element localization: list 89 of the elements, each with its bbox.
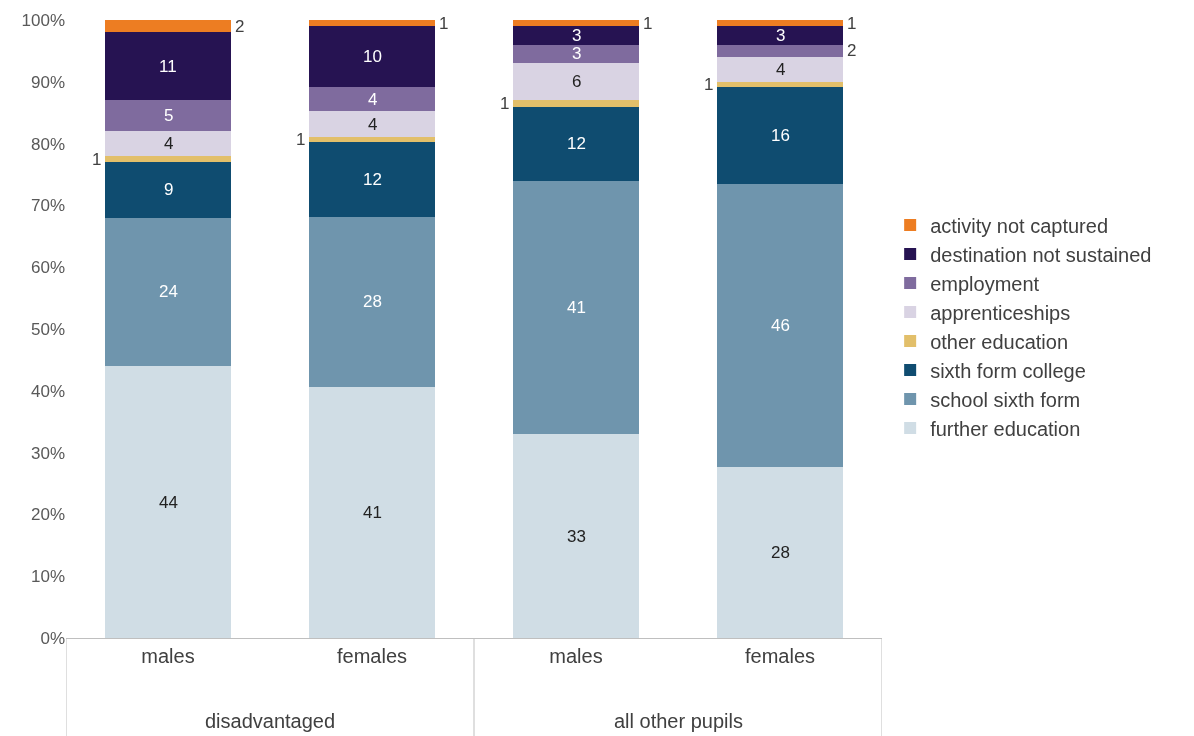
x-tick-label: males (141, 645, 195, 667)
data-label: 4 (164, 134, 174, 153)
data-label: 3 (572, 44, 582, 63)
legend-label: activity not captured (930, 214, 1109, 237)
data-label: 1 (500, 94, 510, 113)
data-label: 12 (567, 134, 586, 153)
x-tick-label: males (549, 645, 603, 667)
data-label: 4 (368, 90, 378, 109)
y-tick-label: 70% (30, 196, 65, 216)
bar (716, 467, 844, 638)
text: disadvantaged (205, 710, 336, 732)
bar (716, 20, 844, 27)
data-label: 41 (363, 503, 382, 522)
bar (104, 20, 232, 33)
y-tick-label: 50% (30, 319, 65, 339)
legend-label: further education (930, 417, 1081, 440)
bar (512, 106, 640, 181)
bar (716, 86, 844, 185)
y-tick-label: 10% (30, 567, 65, 587)
bar (716, 184, 844, 468)
bar (104, 131, 232, 156)
y-tick-label: 40% (30, 381, 65, 401)
data-label: 10 (363, 47, 382, 66)
data-label: 28 (771, 543, 790, 562)
x-tick-label: females (744, 645, 816, 667)
bar (716, 81, 844, 87)
y-tick-label: 80% (30, 134, 65, 154)
data-label: 6 (572, 72, 582, 91)
bar (104, 32, 232, 101)
bar (512, 100, 640, 107)
data-label: 1 (704, 75, 714, 94)
bar (308, 111, 436, 137)
data-label: 3 (572, 26, 582, 45)
y-tick-label: 60% (30, 258, 65, 278)
bar (308, 141, 436, 217)
bar (104, 217, 232, 367)
bar (308, 136, 436, 142)
bar (308, 216, 436, 388)
data-label: 1 (296, 130, 306, 149)
data-label: 4 (368, 115, 378, 134)
legend-label: sixth form college (930, 359, 1086, 382)
bar (308, 87, 436, 112)
legend-label: apprenticeships (930, 301, 1071, 324)
bar (512, 434, 640, 638)
bar (104, 366, 232, 638)
data-label: 11 (159, 57, 177, 76)
legend-label: other education (930, 330, 1069, 353)
data-label: 12 (363, 170, 382, 189)
data-label: 2 (847, 41, 857, 60)
data-label: 4 (776, 60, 786, 79)
text: all other pupils (614, 710, 743, 732)
data-label: 28 (363, 292, 382, 311)
data-label: 9 (164, 180, 174, 199)
bar (308, 387, 436, 638)
legend-label: employment (930, 272, 1040, 295)
bar (512, 180, 640, 435)
legend-label: destination not sustained (930, 243, 1152, 266)
y-tick-label: 90% (30, 72, 65, 92)
bar (512, 26, 640, 45)
y-tick-label: 20% (30, 505, 65, 525)
data-label: 1 (847, 14, 857, 33)
data-label: 33 (567, 527, 586, 546)
data-label: 1 (643, 14, 653, 33)
data-label: 2 (235, 17, 245, 36)
bar (308, 20, 436, 27)
data-label: 3 (776, 26, 786, 45)
bar (716, 26, 844, 45)
bar (512, 20, 640, 27)
bar (308, 26, 436, 88)
y-tick-label: 30% (30, 443, 65, 463)
data-label: 41 (567, 298, 586, 317)
data-label: 5 (164, 106, 174, 125)
bar (512, 44, 640, 64)
data-label: 24 (159, 282, 178, 301)
data-label: 16 (771, 126, 790, 145)
bar (104, 155, 232, 163)
bar (104, 162, 232, 218)
bar (716, 57, 844, 82)
y-tick-label: 100% (21, 10, 65, 30)
data-label: 44 (159, 493, 178, 512)
bar (512, 63, 640, 101)
bar (104, 100, 232, 132)
y-tick-label: 0% (40, 628, 65, 648)
data-label: 1 (439, 14, 449, 33)
data-label: 46 (771, 316, 790, 335)
bar (716, 44, 844, 58)
legend-label: school sixth form (930, 388, 1081, 411)
data-label: 1 (92, 150, 102, 169)
x-tick-label: females (336, 645, 408, 667)
